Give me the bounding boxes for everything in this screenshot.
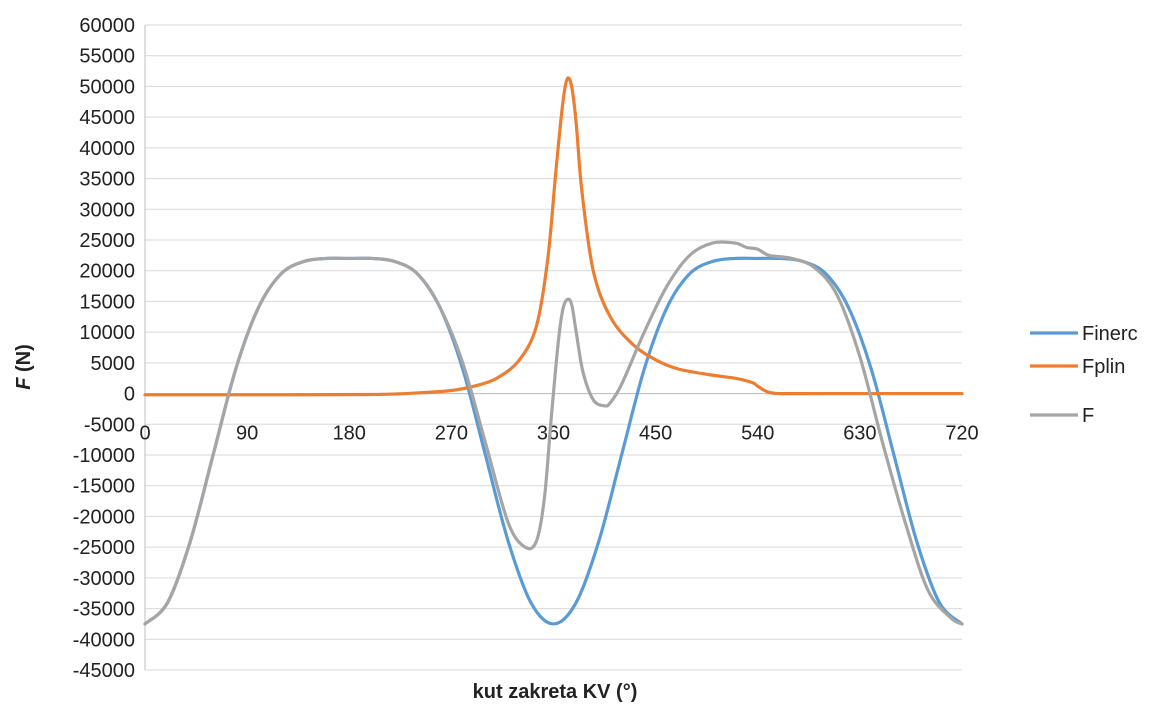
y-tick-label: 30000: [79, 199, 135, 221]
x-tick-label: 450: [639, 423, 672, 445]
x-tick-label: 0: [139, 423, 150, 445]
y-tick-label: 50000: [79, 76, 135, 98]
y-axis-title: F (N): [13, 344, 35, 390]
series-layer: [143, 76, 964, 626]
y-tick-label: -5000: [84, 414, 135, 436]
series-line-f: [143, 240, 964, 626]
y-axis-title-symbol: F: [13, 377, 35, 390]
axis-layer: [144, 25, 962, 670]
y-tick-label: 0: [124, 384, 135, 406]
y-tick-label: -40000: [73, 629, 135, 651]
y-tick-label: -15000: [73, 476, 135, 498]
y-tick-label: 55000: [79, 46, 135, 68]
legend-label-f: F: [1082, 405, 1094, 427]
x-tick-label: 630: [843, 423, 876, 445]
y-tick-label: 20000: [79, 261, 135, 283]
y-tick-label: 45000: [79, 107, 135, 129]
legend-label-fplin: Fplin: [1082, 356, 1125, 378]
y-tick-label: -35000: [73, 599, 135, 621]
y-tick-label: -25000: [73, 537, 135, 559]
y-tick-label: 60000: [79, 15, 135, 37]
y-tick-label: 25000: [79, 230, 135, 252]
y-tick-label: -30000: [73, 568, 135, 590]
legend: Finerc Fplin F: [1030, 323, 1138, 427]
grid-layer: [145, 24, 962, 671]
y-tick-label: 15000: [79, 291, 135, 313]
x-tick-label: 180: [333, 423, 366, 445]
y-tick-label: -20000: [73, 506, 135, 528]
x-tick-label: 540: [741, 423, 774, 445]
x-tick-label: 720: [945, 423, 978, 445]
x-tick-label: 360: [537, 423, 570, 445]
series-line-fplin: [143, 76, 964, 397]
y-tick-label: 35000: [79, 169, 135, 191]
legend-label-finerc: Finerc: [1082, 323, 1138, 345]
x-axis-title: kut zakreta KV (°): [473, 681, 638, 703]
x-tick-label: 270: [435, 423, 468, 445]
y-tick-label: 10000: [79, 322, 135, 344]
y-axis-title-unit: (N): [13, 344, 35, 377]
y-tick-label: 5000: [91, 353, 136, 375]
y-tick-label: 40000: [79, 138, 135, 160]
x-tick-label: 90: [236, 423, 258, 445]
x-tick-labels: 0 90 180 270 360 450 540 630 720: [139, 423, 978, 445]
y-tick-labels: 6000055000500004500040000350003000025000…: [73, 15, 135, 682]
y-tick-label: -45000: [73, 660, 135, 682]
y-tick-label: -10000: [73, 445, 135, 467]
